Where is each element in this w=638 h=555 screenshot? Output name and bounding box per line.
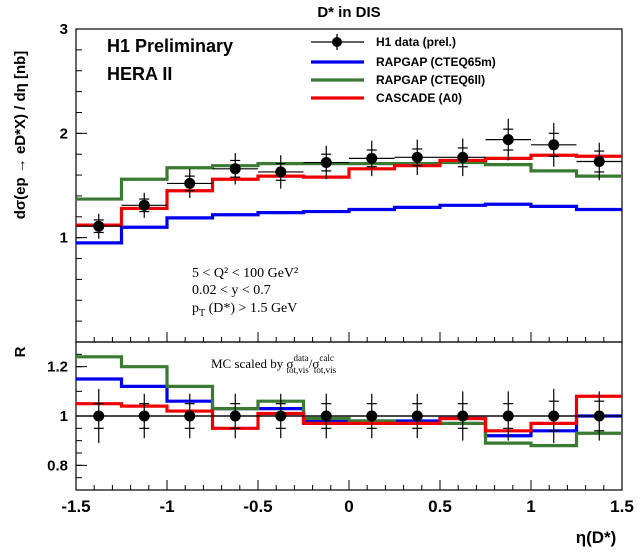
bottom-y-axis: 0.8 1 1.2	[47, 341, 87, 491]
x-tick-label: 1	[526, 497, 535, 516]
data-point	[229, 163, 241, 175]
data-point	[320, 157, 332, 169]
legend-label-rapgap-cteq6ll: RAPGAP (CTEQ6ll)	[376, 73, 485, 87]
series-line-rapgap-cteq65m	[76, 202, 622, 245]
data-point	[184, 177, 196, 189]
legend-item-rapgap-cteq6ll: RAPGAP (CTEQ6ll)	[311, 73, 485, 87]
data-point	[138, 199, 150, 211]
bottom-plot-area	[75, 355, 623, 490]
data-point	[93, 220, 105, 232]
data-point	[93, 410, 105, 422]
cut-pt-rest: (D*) > 1.5 GeV	[205, 301, 297, 316]
data-point	[366, 152, 378, 164]
data-point	[548, 410, 560, 422]
data-point	[593, 410, 605, 422]
data-point	[229, 410, 241, 422]
scaling-annotation: MC scaled by σdata tot,vis/σcalc tot,vis	[211, 353, 337, 375]
scaling-num-sup: data	[293, 353, 308, 363]
x-tick-label: -1.5	[61, 497, 90, 516]
top-panel: D* in DIS 1 2 3 dσ(ep → eD*X) / dη [nb] H1…	[12, 4, 623, 343]
ratio-axis-label: R	[12, 346, 29, 357]
legend-data-marker	[332, 37, 342, 47]
data-point	[320, 410, 332, 422]
chart-title: D* in DIS	[317, 4, 380, 21]
top-y-axis: 1 2 3	[60, 21, 87, 343]
y-tick-label: 1.2	[47, 359, 68, 376]
scaling-slash: /σ	[309, 356, 320, 371]
cut-pt-main: p	[192, 301, 199, 316]
data-point	[502, 134, 514, 146]
data-point	[366, 410, 378, 422]
bottom-x-axis: -1.5 -1 -0.5 0 0.5 1 1.5	[61, 497, 633, 516]
data-point	[138, 410, 150, 422]
x-tick-label: 0.5	[428, 497, 452, 516]
legend-label-cascade: CASCADE (A0)	[376, 91, 462, 105]
x-tick-label: -0.5	[243, 497, 272, 516]
top-y-axis-label: dσ(ep → eD*X) / dη [nb]	[12, 51, 29, 220]
legend-item-data: H1 data (prel.)	[311, 34, 456, 50]
data-point	[593, 156, 605, 168]
data-point	[548, 139, 560, 151]
x-tick-label: -1	[159, 497, 174, 516]
data-point	[457, 151, 469, 163]
series-line-cascade-a0	[76, 394, 622, 433]
data-point	[184, 410, 196, 422]
data-point	[411, 410, 423, 422]
experiment-label: H1 Preliminary	[107, 36, 233, 56]
series-line-rapgap-cteq6ll	[76, 160, 622, 201]
run-label: HERA II	[107, 64, 172, 84]
scaling-num-sub: tot,vis	[286, 365, 309, 375]
y-tick-label: 2	[60, 125, 68, 142]
top-plot-area	[75, 118, 623, 342]
bottom-panel: 0.8 1 1.2 -1.5 -1 -0.5 0 0.5 1 1.5 R η(D*) MC sc…	[12, 341, 634, 547]
x-tick-label: 1.5	[610, 497, 634, 516]
scaling-den-sup: calc	[319, 353, 333, 363]
legend-item-cascade: CASCADE (A0)	[311, 91, 462, 105]
y-tick-label: 0.8	[47, 457, 68, 474]
cut-pt-sub: T	[199, 308, 205, 319]
x-tick-label: 0	[344, 497, 353, 516]
legend-label-data: H1 data (prel.)	[376, 35, 456, 49]
legend-item-rapgap-cteq65m: RAPGAP (CTEQ65m)	[311, 55, 496, 69]
y-tick-label: 1	[60, 408, 68, 425]
data-point	[275, 166, 287, 178]
data-point	[275, 410, 287, 422]
series-line-rapgap-cteq6ll	[76, 355, 622, 448]
legend: H1 data (prel.) RAPGAP (CTEQ65m) RAPGAP …	[311, 34, 496, 105]
cut-q2: 5 < Q² < 100 GeV²	[192, 266, 298, 281]
data-point	[411, 151, 423, 163]
scaling-den-sub: tot,vis	[314, 365, 337, 375]
cut-y: 0.02 < y < 0.7	[192, 283, 271, 298]
data-point	[502, 410, 514, 422]
legend-label-rapgap-cteq65m: RAPGAP (CTEQ65m)	[376, 55, 496, 69]
y-tick-label: 3	[60, 21, 68, 38]
scaling-prefix: MC scaled by σ	[211, 356, 293, 371]
cut-pt: pT (D*) > 1.5 GeV	[192, 301, 297, 319]
data-point	[457, 410, 469, 422]
y-tick-label: 1	[60, 230, 68, 247]
series-line-cascade-a0	[76, 153, 622, 227]
x-axis-label: η(D*)	[576, 528, 617, 547]
